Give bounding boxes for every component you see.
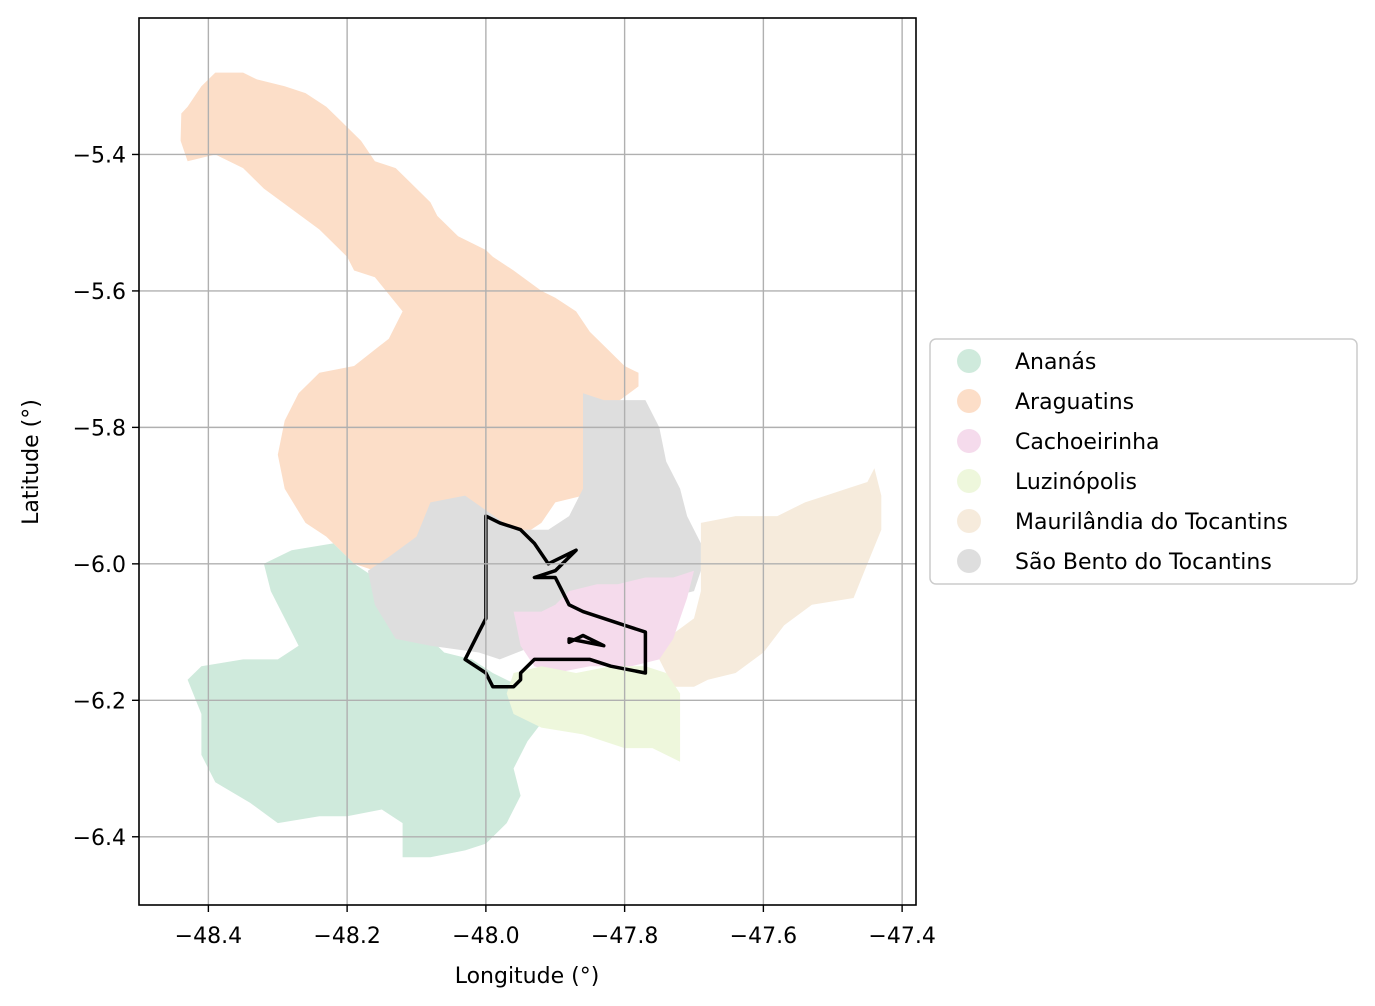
region-araguatins xyxy=(180,72,639,571)
y-tick-label: −5.6 xyxy=(73,280,126,305)
y-tick-label: −6.4 xyxy=(73,826,126,851)
legend-label: Cachoeirinha xyxy=(1015,430,1160,455)
x-axis-label: Longitude (°) xyxy=(455,964,600,989)
legend-marker xyxy=(957,469,981,493)
legend: Ananás Araguatins Cachoeirinha Luzinópolis M… xyxy=(929,338,1358,585)
legend-label: Maurilândia do Tocantins xyxy=(1015,510,1288,535)
study-area-outline xyxy=(463,514,648,689)
study-area-outline-island xyxy=(567,633,606,648)
region-maurilandia-do-tocantins xyxy=(659,468,882,687)
legend-label: Araguatins xyxy=(1015,390,1134,415)
legend-marker xyxy=(957,549,981,573)
legend-marker xyxy=(957,389,981,413)
grid-layer xyxy=(139,18,916,905)
legend-marker xyxy=(957,429,981,453)
x-tick-label: −47.8 xyxy=(591,924,658,949)
y-axis-label: Latitude (°) xyxy=(19,399,44,525)
x-tick-label: −47.4 xyxy=(868,924,935,949)
y-tick-label: −6.0 xyxy=(73,553,126,578)
legend-marker xyxy=(957,509,981,533)
legend-box xyxy=(929,338,1358,585)
y-axis: −6.4 −6.2 −6.0 −5.8 −5.6 −5.4 xyxy=(73,143,139,851)
legend-items: Ananás Araguatins Cachoeirinha Luzinópolis M… xyxy=(957,349,1288,575)
outline-layer xyxy=(463,514,648,689)
y-tick-label: −5.8 xyxy=(73,416,126,441)
regions-layer xyxy=(180,72,882,858)
region-luzinopolis xyxy=(506,666,681,762)
x-tick-label: −48.4 xyxy=(175,924,242,949)
x-tick-label: −48.2 xyxy=(313,924,380,949)
legend-label: Ananás xyxy=(1015,350,1096,375)
region-cachoeirinha xyxy=(513,570,694,673)
x-tick-label: −48.0 xyxy=(452,924,519,949)
x-axis: −48.4 −48.2 −48.0 −47.8 −47.6 −47.4 xyxy=(175,905,936,949)
plot-frame xyxy=(138,17,917,906)
x-tick-label: −47.6 xyxy=(730,924,797,949)
legend-marker xyxy=(957,349,981,373)
y-tick-label: −5.4 xyxy=(73,143,126,168)
y-tick-label: −6.2 xyxy=(73,689,126,714)
legend-label: Luzinópolis xyxy=(1015,470,1137,495)
legend-label: São Bento do Tocantins xyxy=(1015,550,1272,575)
